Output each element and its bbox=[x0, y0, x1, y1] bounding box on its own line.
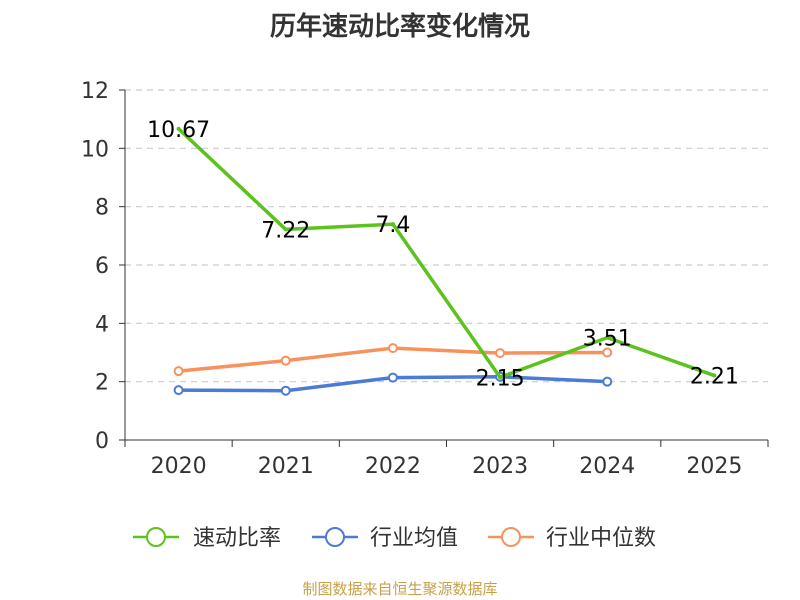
data-labels: 10.67 7.22 7.4 2.15 3.51 2.21 bbox=[147, 118, 739, 391]
x-tick-label-2020: 2020 bbox=[151, 454, 207, 479]
y-tick-label-4: 4 bbox=[95, 312, 109, 337]
y-tick-label-6: 6 bbox=[95, 254, 109, 279]
axes: 0 2 4 6 8 10 12 2020 2021 2022 2023 2024 2025 bbox=[81, 79, 769, 479]
x-tick-label-2025: 2025 bbox=[686, 454, 742, 479]
series-lines bbox=[173, 126, 717, 396]
y-tick-label-0: 0 bbox=[95, 429, 109, 454]
point-行业中位数-2024 bbox=[602, 347, 613, 358]
series-line-速动比率 bbox=[177, 127, 716, 380]
legend-marker-行业中位数 bbox=[501, 527, 521, 547]
point-行业中位数-2022 bbox=[387, 343, 398, 354]
legend-label-速动比率: 速动比率 bbox=[193, 526, 281, 551]
x-tick-label-2024: 2024 bbox=[579, 454, 635, 479]
data-label-2022: 7.4 bbox=[375, 213, 410, 238]
legend-label-行业中位数: 行业中位数 bbox=[546, 526, 656, 551]
y-tick-label-2: 2 bbox=[95, 371, 109, 396]
chart-title: 历年速动比率变化情况 bbox=[269, 12, 530, 42]
data-label-2024: 3.51 bbox=[583, 327, 632, 352]
x-tick-label-2022: 2022 bbox=[365, 454, 421, 479]
x-tick-label-2023: 2023 bbox=[472, 454, 528, 479]
legend-marker-行业均值 bbox=[325, 527, 345, 547]
point-行业中位数-2021 bbox=[280, 355, 291, 366]
point-速动比率-2020 bbox=[176, 126, 181, 131]
legend-item-行业中位数: 行业中位数 bbox=[488, 526, 656, 551]
legend-label-行业均值: 行业均值 bbox=[370, 526, 458, 551]
x-tick-label-2021: 2021 bbox=[258, 454, 314, 479]
point-速动比率-2022 bbox=[390, 222, 395, 227]
data-label-2020: 10.67 bbox=[147, 118, 210, 143]
legend-item-速动比率: 速动比率 bbox=[133, 526, 281, 551]
point-行业均值-2024 bbox=[602, 376, 613, 387]
source-note: 制图数据来自恒生聚源数据库 bbox=[302, 580, 498, 598]
point-速动比率-2025 bbox=[712, 373, 717, 378]
point-行业均值-2021 bbox=[280, 385, 291, 396]
y-tick-label-12: 12 bbox=[81, 79, 109, 104]
legend: 速动比率 行业均值 行业中位数 bbox=[133, 526, 656, 551]
legend-item-行业均值: 行业均值 bbox=[312, 526, 458, 551]
gridlines bbox=[125, 89, 768, 383]
point-速动比率-2024 bbox=[605, 335, 610, 340]
point-行业中位数-2020 bbox=[173, 366, 184, 377]
data-label-2021: 7.22 bbox=[261, 218, 310, 243]
y-tick-label-8: 8 bbox=[95, 196, 109, 221]
point-速动比率-2021 bbox=[283, 227, 288, 232]
point-行业中位数-2023 bbox=[495, 348, 506, 359]
point-行业均值-2020 bbox=[173, 385, 184, 396]
point-速动比率-2023 bbox=[498, 375, 503, 380]
data-label-2023: 2.15 bbox=[476, 366, 525, 391]
legend-marker-速动比率 bbox=[146, 527, 166, 547]
y-tick-label-10: 10 bbox=[81, 137, 109, 162]
data-label-2025: 2.21 bbox=[690, 365, 739, 390]
point-行业均值-2022 bbox=[387, 372, 398, 383]
